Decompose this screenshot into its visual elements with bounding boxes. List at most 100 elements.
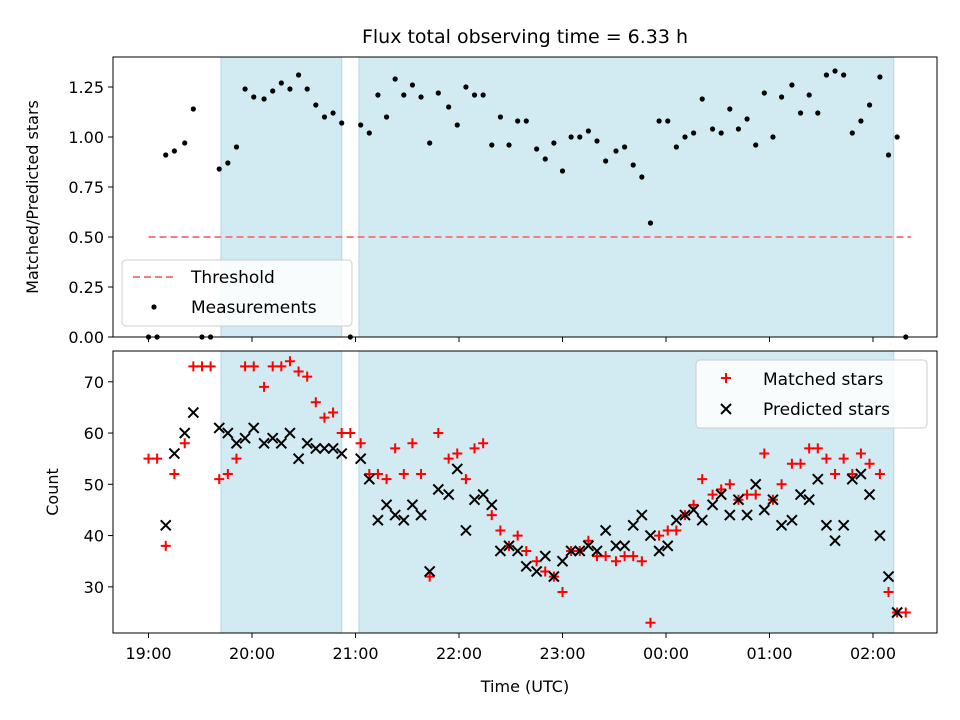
matched-star-point: [231, 453, 242, 464]
predicted-star-point: [687, 504, 700, 516]
matched-star-point: [469, 443, 480, 454]
matched-star-point: [662, 525, 673, 536]
legend-bottom: Matched stars Predicted stars: [695, 359, 928, 429]
measurement-point: [770, 134, 776, 140]
measurement-point: [815, 110, 821, 116]
measurement-point: [797, 110, 804, 116]
measurement-point: [216, 166, 222, 172]
predicted-star-point: [732, 493, 745, 506]
matched-star-point: [821, 453, 832, 464]
matched-star-point: [267, 361, 278, 372]
measurement-point: [789, 82, 795, 88]
measurement-point: [435, 90, 441, 96]
predicted-star-point: [468, 493, 481, 506]
matched-star-point: [169, 469, 180, 480]
predicted-star-point: [266, 432, 279, 444]
measurement-point: [894, 134, 900, 140]
measurement-point: [278, 80, 284, 86]
measurement-point: [163, 152, 169, 158]
legend-predicted-label: Predicted stars: [763, 400, 890, 420]
matched-star-point: [628, 551, 639, 562]
predicted-star-point: [451, 463, 463, 475]
predicted-star-point: [891, 606, 903, 619]
measurement-point: [585, 128, 591, 134]
matched-star-point: [310, 397, 321, 408]
predicted-star-point: [442, 488, 455, 501]
matched-star-point: [654, 530, 665, 541]
matched-star-point: [697, 474, 708, 485]
predicted-star-point: [548, 570, 560, 583]
predicted-star-point: [168, 447, 181, 460]
predicted-star-point: [230, 437, 243, 449]
measurement-point: [559, 168, 566, 174]
measurement-point: [691, 130, 697, 136]
predicted-star-point: [398, 514, 410, 526]
x-tick-label: 23:00: [539, 644, 585, 663]
matched-star-point: [583, 535, 594, 546]
predicted-star-point: [318, 442, 331, 455]
measurement-point: [603, 158, 609, 164]
matched-star-point: [293, 366, 304, 377]
matched-star-point: [495, 525, 506, 536]
measurement-point: [358, 122, 364, 128]
measurement-point: [823, 72, 830, 78]
matched-star-point: [214, 474, 225, 485]
measurement-point: [577, 134, 583, 140]
predicted-star-point: [494, 545, 507, 557]
predicted-star-point: [248, 422, 260, 434]
predicted-star-point: [724, 509, 736, 521]
matched-star-point: [776, 479, 787, 490]
predicted-star-point: [258, 437, 270, 449]
legend-box: [121, 259, 353, 327]
measurement-point: [647, 220, 654, 226]
measurement-point: [832, 68, 838, 74]
matched-star-point: [619, 551, 630, 562]
legend-measurement-swatch: [151, 304, 157, 310]
y-tick-label: 0.00: [68, 328, 104, 347]
matched-star-point: [557, 586, 568, 597]
predicted-star-point: [794, 488, 807, 501]
measurement-point: [727, 106, 733, 112]
matched-star-point: [143, 453, 154, 464]
predicted-star-point: [644, 529, 657, 542]
predicted-star-point: [786, 514, 798, 526]
matched-star-point: [486, 510, 497, 521]
measurement-point: [523, 118, 529, 124]
measurement-point: [446, 104, 452, 110]
predicted-star-point: [696, 514, 708, 526]
matched-star-point: [540, 566, 551, 577]
x-axis-label: Time (UTC): [480, 677, 569, 696]
matched-star-point: [874, 469, 885, 480]
legend-matched-swatch: [721, 373, 731, 383]
measurement-point: [858, 118, 864, 124]
axes-frame: [112, 350, 938, 634]
predicted-star-point: [160, 519, 172, 532]
matched-star-point: [830, 469, 841, 480]
matched-star-point: [336, 428, 347, 439]
y-tick-label: 0.75: [68, 178, 104, 197]
matched-star-point: [688, 499, 699, 510]
measurement-point: [182, 140, 188, 146]
matched-star-point: [759, 448, 770, 459]
predicted-star-point: [882, 570, 895, 583]
predicted-star-point: [187, 406, 200, 419]
matched-star-point: [248, 361, 259, 372]
predicted-star-point: [511, 545, 524, 557]
predicted-star-point: [679, 509, 691, 521]
measurement-point: [287, 86, 293, 92]
y-tick-label: 1.25: [68, 78, 104, 97]
predicted-star-point: [863, 488, 876, 501]
predicted-star-point: [618, 540, 631, 552]
predicted-star-point: [363, 473, 376, 485]
matched-star-point: [460, 474, 471, 485]
measurement-point: [515, 118, 521, 124]
measurement-point: [261, 96, 267, 102]
matched-star-point: [742, 489, 753, 500]
measurement-point: [656, 118, 662, 124]
predicted-star-point: [335, 447, 348, 460]
measurement-point: [885, 152, 892, 158]
matched-star-point: [610, 556, 621, 567]
matched-star-point: [452, 448, 463, 459]
measurement-point: [682, 134, 688, 140]
